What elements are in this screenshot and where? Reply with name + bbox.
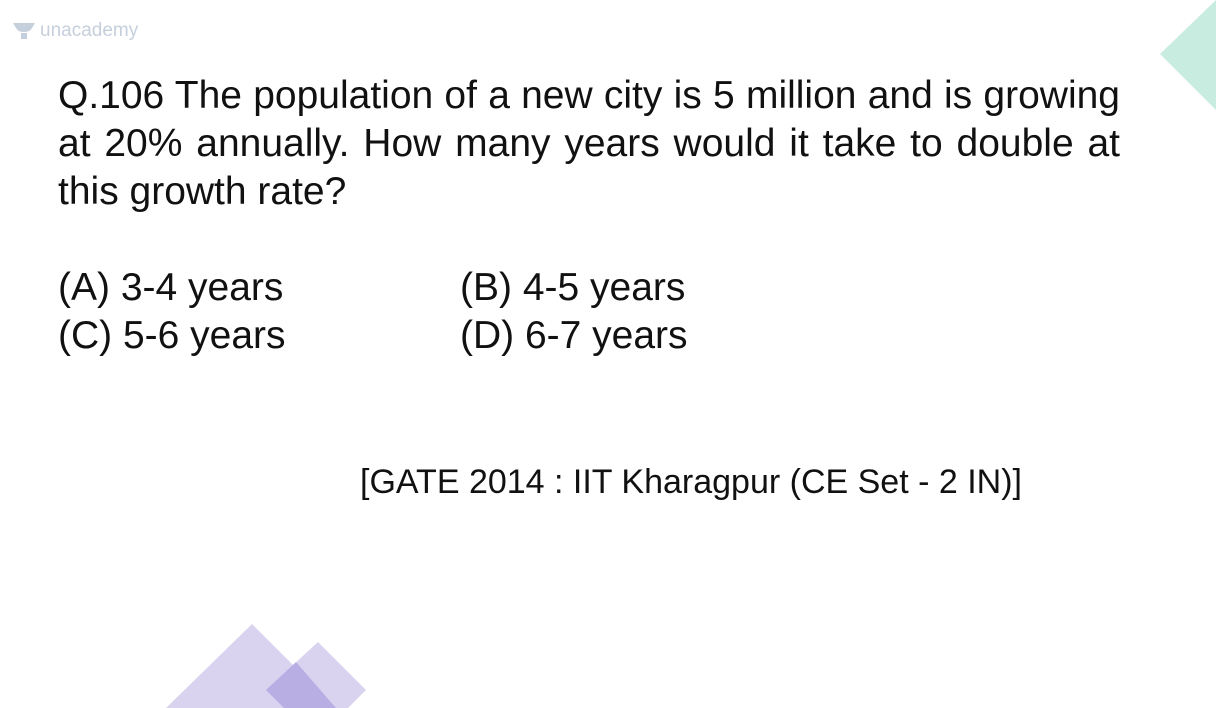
answer-options: (A) 3-4 years (B) 4-5 years (C) 5-6 year… xyxy=(58,264,688,360)
option-b: (B) 4-5 years xyxy=(460,264,688,312)
option-d: (D) 6-7 years xyxy=(460,312,688,360)
watermark-text: unacademy xyxy=(40,20,138,42)
purple-diamond-large xyxy=(166,624,336,708)
purple-diamond-overlap xyxy=(266,662,336,708)
option-c: (C) 5-6 years xyxy=(58,312,460,360)
unacademy-watermark: unacademy xyxy=(12,20,138,42)
purple-diamond-small xyxy=(266,642,366,708)
question-source: [GATE 2014 : IIT Kharagpur (CE Set - 2 I… xyxy=(360,461,1022,503)
question-text: Q.106 The population of a new city is 5 … xyxy=(58,72,1120,216)
teal-diamond-shape xyxy=(1160,0,1216,110)
option-a: (A) 3-4 years xyxy=(58,264,460,312)
unacademy-logo-icon xyxy=(12,21,36,41)
